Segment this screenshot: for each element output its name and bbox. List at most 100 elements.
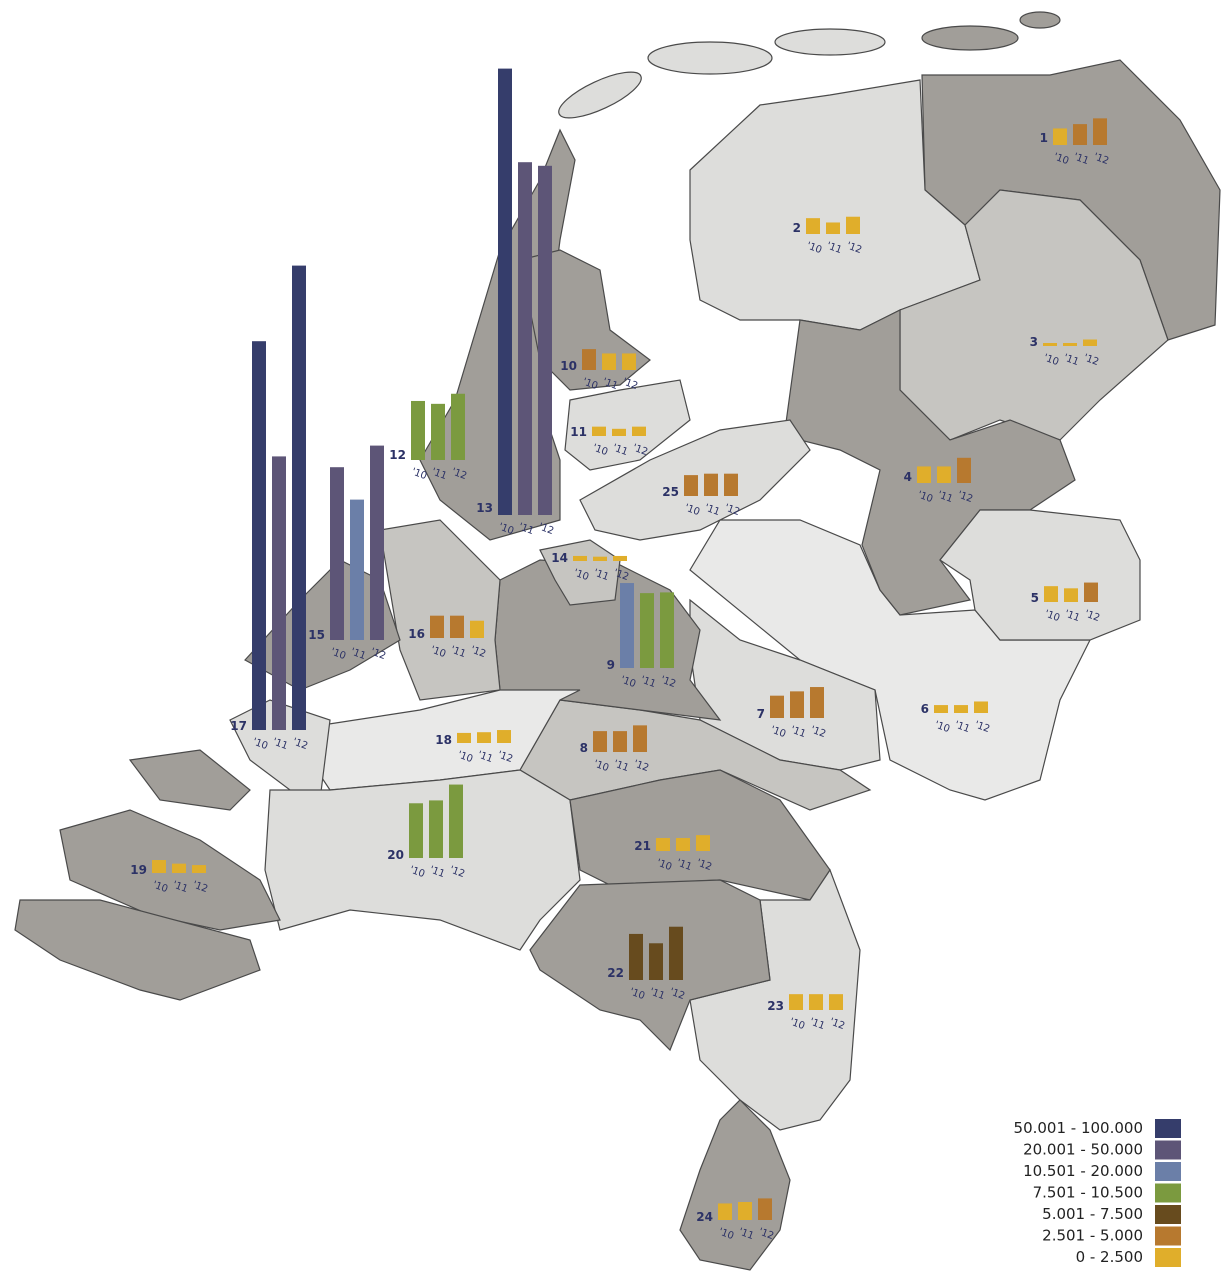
year-label: '11 bbox=[648, 986, 666, 1002]
year-label: '11 bbox=[808, 1016, 826, 1032]
bar bbox=[770, 695, 784, 718]
bar bbox=[937, 466, 951, 483]
year-label: '10 bbox=[933, 719, 951, 735]
region-label: 9 bbox=[607, 658, 615, 672]
province bbox=[379, 519, 501, 701]
year-label: '11 bbox=[517, 521, 535, 537]
provinces bbox=[14, 11, 1221, 1271]
year-label: '11 bbox=[171, 879, 189, 895]
bar bbox=[974, 701, 988, 713]
region-label: 3 bbox=[1030, 335, 1038, 349]
region-label: 23 bbox=[767, 999, 784, 1013]
year-label: '11 bbox=[789, 724, 807, 740]
province bbox=[539, 539, 621, 606]
bar bbox=[602, 353, 616, 370]
year-label: '12 bbox=[828, 1016, 846, 1032]
bar bbox=[738, 1202, 752, 1220]
year-label: '12 bbox=[695, 857, 713, 873]
region-label: 4 bbox=[904, 470, 912, 484]
year-label: '11 bbox=[430, 466, 448, 482]
island bbox=[647, 41, 773, 75]
year-label: '11 bbox=[1063, 608, 1081, 624]
bar bbox=[370, 445, 384, 640]
region-label: 5 bbox=[1031, 591, 1039, 605]
year-label: '11 bbox=[592, 567, 610, 583]
bar bbox=[826, 222, 840, 234]
year-label: '10 bbox=[456, 749, 474, 765]
bar bbox=[409, 803, 423, 858]
year-label: '10 bbox=[683, 502, 701, 518]
region-label: 14 bbox=[551, 551, 568, 565]
bar bbox=[810, 687, 824, 718]
region-label: 6 bbox=[921, 702, 929, 716]
bar bbox=[1063, 343, 1077, 346]
bar bbox=[592, 426, 606, 436]
legend-label: 0 - 2.500 bbox=[1076, 1248, 1143, 1266]
year-label: '10 bbox=[429, 644, 447, 660]
bar bbox=[696, 835, 710, 851]
year-label: '12 bbox=[632, 758, 650, 774]
region-label: 7 bbox=[757, 707, 765, 721]
bar bbox=[429, 800, 443, 858]
year-label: '10 bbox=[410, 466, 428, 482]
year-label: '11 bbox=[271, 736, 289, 752]
year-label: '10 bbox=[329, 646, 347, 662]
bar bbox=[640, 593, 654, 668]
year-label: '11 bbox=[936, 489, 954, 505]
year-label: '12 bbox=[448, 864, 466, 880]
region-label: 11 bbox=[570, 425, 587, 439]
year-label: '12 bbox=[1082, 352, 1100, 368]
region-label: 16 bbox=[408, 627, 425, 641]
year-label: '11 bbox=[825, 240, 843, 256]
year-label: '10 bbox=[1042, 352, 1060, 368]
bar bbox=[1044, 586, 1058, 602]
year-label: '10 bbox=[1043, 608, 1061, 624]
legend-swatch bbox=[1155, 1248, 1181, 1267]
year-label: '11 bbox=[349, 646, 367, 662]
bar bbox=[538, 165, 552, 516]
legend-label: 7.501 - 10.500 bbox=[1033, 1184, 1143, 1202]
bar bbox=[1083, 339, 1097, 346]
legend-swatch bbox=[1155, 1140, 1181, 1160]
legend-label: 20.001 - 50.000 bbox=[1023, 1141, 1143, 1159]
region-label: 10 bbox=[560, 359, 577, 373]
legend-label: 5.001 - 7.500 bbox=[1042, 1205, 1143, 1223]
year-label: '10 bbox=[769, 724, 787, 740]
year-label: '12 bbox=[369, 646, 387, 662]
legend-swatch bbox=[1155, 1183, 1181, 1203]
legend-label: 50.001 - 100.000 bbox=[1014, 1119, 1143, 1137]
bar bbox=[704, 473, 718, 496]
year-label: '10 bbox=[717, 1226, 735, 1242]
bar bbox=[593, 556, 607, 561]
year-label: '11 bbox=[953, 719, 971, 735]
year-label: '12 bbox=[450, 466, 468, 482]
year-label: '10 bbox=[572, 567, 590, 583]
legend-label: 10.501 - 20.000 bbox=[1023, 1162, 1143, 1180]
year-label: '12 bbox=[496, 749, 514, 765]
year-label: '11 bbox=[601, 376, 619, 392]
year-label: '11 bbox=[1062, 352, 1080, 368]
bar bbox=[450, 615, 464, 638]
year-label: '11 bbox=[449, 644, 467, 660]
year-label: '11 bbox=[612, 758, 630, 774]
year-label: '12 bbox=[659, 674, 677, 690]
region-label: 25 bbox=[662, 485, 679, 499]
bar bbox=[498, 68, 512, 515]
bar bbox=[724, 473, 738, 496]
bar bbox=[954, 705, 968, 713]
region-label: 2 bbox=[793, 221, 801, 235]
bar bbox=[758, 1198, 772, 1220]
legend-label: 2.501 - 5.000 bbox=[1042, 1227, 1143, 1245]
region-label: 13 bbox=[476, 501, 493, 515]
year-label: '11 bbox=[428, 864, 446, 880]
year-label: '11 bbox=[703, 502, 721, 518]
year-label: '11 bbox=[476, 749, 494, 765]
year-label: '12 bbox=[809, 724, 827, 740]
bar bbox=[330, 467, 344, 640]
year-label: '10 bbox=[628, 986, 646, 1002]
bar bbox=[613, 555, 627, 561]
province bbox=[14, 899, 261, 1001]
bar bbox=[669, 926, 683, 980]
bar bbox=[1043, 343, 1057, 346]
region-label: 18 bbox=[435, 733, 452, 747]
